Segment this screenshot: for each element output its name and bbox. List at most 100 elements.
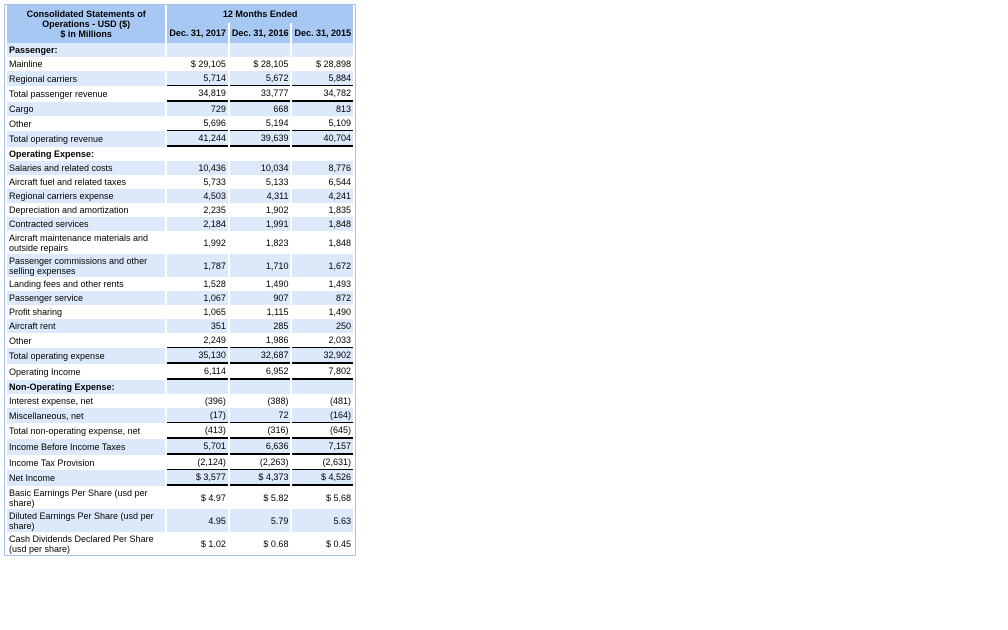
cell: 1,067 (167, 291, 228, 305)
cell: 39,639 (229, 131, 291, 147)
cell (230, 147, 291, 161)
cell: 1,835 (328, 205, 351, 215)
cell: 668 (229, 102, 291, 116)
cell: 907 (229, 291, 291, 305)
cell: 34,819 (167, 86, 228, 102)
cell: 33,777 (229, 86, 291, 102)
table-row: Miscellaneous, net (17) 72 (164) (7, 408, 353, 423)
cell: (396) (204, 396, 226, 406)
cell: 1,065 (203, 307, 226, 317)
cell: (413) (167, 423, 228, 439)
cell: 35,130 (167, 348, 228, 364)
table-row: Salaries and related costs 10,436 10,034… (7, 161, 353, 175)
cell: (645) (292, 423, 353, 439)
cell: 1,848 (292, 217, 353, 231)
cell: 1,823 (265, 237, 289, 248)
row-label: Interest expense, net (9, 396, 94, 406)
cell (167, 380, 228, 394)
row-label: Passenger: (7, 43, 166, 57)
cell: $ 5.68 (325, 492, 351, 503)
cell: 6,636 (229, 439, 291, 455)
cell: 40,704 (292, 131, 353, 147)
row-label: Diluted Earnings Per Share (usd per shar… (7, 509, 166, 532)
cell: 1,787 (167, 254, 228, 277)
row-label: Miscellaneous, net (7, 408, 166, 423)
cell (229, 380, 291, 394)
table-row-total: Total operating revenue 41,244 39,639 40… (7, 131, 353, 147)
table-row-total: Operating Income 6,114 6,952 7,802 (7, 364, 353, 380)
cell: $ 3,577 (167, 470, 228, 486)
cell: 1,115 (266, 307, 289, 317)
cell: 5,714 (167, 71, 228, 86)
cell: 4,503 (167, 189, 228, 203)
table-row: Landing fees and other rents 1,528 1,490… (7, 277, 353, 291)
cell: 4,241 (292, 189, 353, 203)
cell: 5,696 (167, 116, 228, 131)
period-header: 12 Months Ended (167, 5, 353, 23)
cell: 5.79 (229, 509, 291, 532)
cell: 1,986 (229, 333, 291, 348)
row-label: Mainline (9, 59, 43, 69)
table-row: Profit sharing 1,065 1,115 1,490 (7, 305, 353, 319)
cell: (2,631) (292, 455, 353, 470)
cell: 6,952 (229, 364, 291, 380)
row-label: Contracted services (7, 217, 166, 231)
cell: 4.95 (167, 509, 228, 532)
table-row: Basic Earnings Per Share (usd per share)… (7, 486, 353, 509)
column-header-2016: Dec. 31, 2016 (229, 23, 291, 43)
statements-of-operations-table: Consolidated Statements of Operations - … (4, 4, 356, 556)
cell: 7,802 (292, 364, 353, 380)
cell: $ 28,105 (253, 59, 289, 69)
cell: 250 (292, 319, 353, 333)
cell: $ 1.02 (200, 538, 226, 549)
cell (292, 147, 353, 161)
cell: 6,544 (328, 177, 351, 187)
section-header-row: Operating Expense: (7, 147, 353, 161)
table-row: Regional carriers expense 4,503 4,311 4,… (7, 189, 353, 203)
row-label: Total passenger revenue (9, 89, 108, 99)
table-row: Other 2,249 1,986 2,033 (7, 333, 353, 348)
table-row: Cash Dividends Declared Per Share (usd p… (7, 532, 353, 555)
row-label: Income Tax Provision (9, 457, 95, 468)
cell: 10,436 (167, 161, 228, 175)
section-header-row: Passenger: (7, 43, 353, 57)
cell: 2,235 (203, 205, 226, 215)
cell: 2,033 (292, 333, 353, 348)
column-header-2015: Dec. 31, 2015 (292, 23, 353, 43)
row-label: Depreciation and amortization (9, 205, 129, 215)
title-line-2: Operations - USD ($) (42, 19, 131, 29)
cell (167, 147, 228, 161)
cell: 351 (167, 319, 228, 333)
row-label: Aircraft rent (7, 319, 166, 333)
table-row-total: Total operating expense 35,130 32,687 32… (7, 348, 353, 364)
cell: 872 (292, 291, 353, 305)
cell: 1,490 (265, 279, 289, 289)
financial-report: Consolidated Statements of Operations - … (4, 4, 356, 556)
cell: 41,244 (167, 131, 228, 147)
cell: 4,311 (229, 189, 291, 203)
cell: (388) (267, 396, 289, 406)
cell: 5,733 (203, 177, 226, 187)
cell: 5,701 (167, 439, 228, 455)
cell: 10,034 (229, 161, 291, 175)
table-row: Regional carriers 5,714 5,672 5,884 (7, 71, 353, 86)
cell: 1,493 (328, 279, 351, 289)
row-label: Other (9, 335, 32, 346)
cell: 813 (292, 102, 353, 116)
cell (292, 380, 353, 394)
row-label: Aircraft maintenance materials and outsi… (9, 232, 149, 253)
cell: (2,263) (229, 455, 291, 470)
row-label: Passenger service (7, 291, 166, 305)
cell: $ 4,373 (229, 470, 291, 486)
row-label: Profit sharing (9, 307, 63, 317)
cell: 5.63 (292, 509, 353, 532)
cell: (481) (329, 396, 351, 406)
table-row-total: Total passenger revenue 34,819 33,777 34… (7, 86, 353, 102)
column-header-2017: Dec. 31, 2017 (167, 23, 228, 43)
table-row: Diluted Earnings Per Share (usd per shar… (7, 509, 353, 532)
row-label: Other (9, 118, 32, 129)
table-row: Other 5,696 5,194 5,109 (7, 116, 353, 131)
table-row: Income Tax Provision (2,124) (2,263) (2,… (7, 455, 353, 470)
cell: (164) (292, 408, 353, 423)
table-title: Consolidated Statements of Operations - … (7, 5, 166, 43)
